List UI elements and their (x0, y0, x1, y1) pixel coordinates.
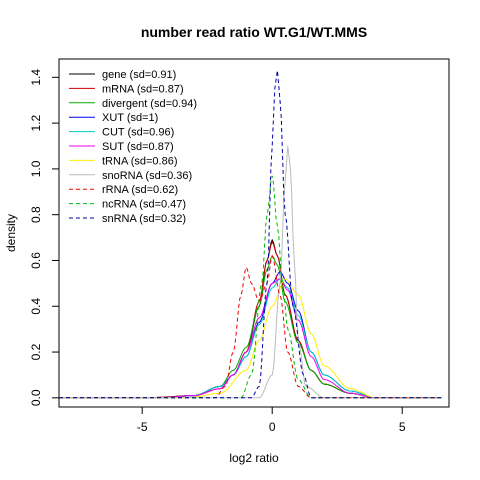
chart-title: number read ratio WT.G1/WT.MMS (141, 24, 367, 40)
legend-label: mRNA (sd=0.87) (102, 83, 184, 95)
y-tick-label: 0.2 (29, 343, 43, 360)
x-axis-label: log2 ratio (229, 451, 279, 465)
legend-label: CUT (sd=0.96) (102, 127, 174, 139)
y-tick-label: 1.2 (29, 114, 43, 131)
y-tick-label: 0.6 (29, 252, 43, 269)
y-tick-label: 1.4 (29, 69, 43, 86)
axes: -5 0 5 0.0 0.2 0.4 0.6 0.8 1.0 1.2 1.4 (29, 69, 406, 434)
legend-label: XUT (sd=1) (102, 112, 158, 124)
series-line-0 (59, 238, 442, 399)
x-tick-label: -5 (137, 420, 148, 434)
legend-label: snRNA (sd=0.32) (102, 213, 186, 225)
legend-label: tRNA (sd=0.86) (102, 155, 178, 167)
series-line-10 (59, 70, 442, 399)
legend-label: divergent (sd=0.94) (102, 98, 197, 110)
y-tick-label: 0.4 (29, 298, 43, 315)
y-axis-label: density (4, 214, 18, 252)
legend-label: gene (sd=0.91) (102, 69, 176, 81)
legend: gene (sd=0.91) mRNA (sd=0.87) divergent (s… (69, 69, 197, 225)
legend-label: ncRNA (sd=0.47) (102, 199, 186, 211)
legend-label: snoRNA (sd=0.36) (102, 170, 192, 182)
y-tick-label: 0.8 (29, 206, 43, 223)
y-tick-label: 0.0 (29, 389, 43, 406)
series-line-1 (59, 241, 442, 399)
x-tick-label: 5 (399, 420, 406, 434)
density-curves (59, 70, 442, 399)
series-line-3 (59, 271, 442, 399)
legend-label: SUT (sd=0.87) (102, 141, 174, 153)
legend-label: rRNA (sd=0.62) (102, 184, 178, 196)
plot-frame (58, 58, 450, 408)
y-tick-label: 1.0 (29, 160, 43, 177)
x-tick-label: 0 (269, 420, 276, 434)
